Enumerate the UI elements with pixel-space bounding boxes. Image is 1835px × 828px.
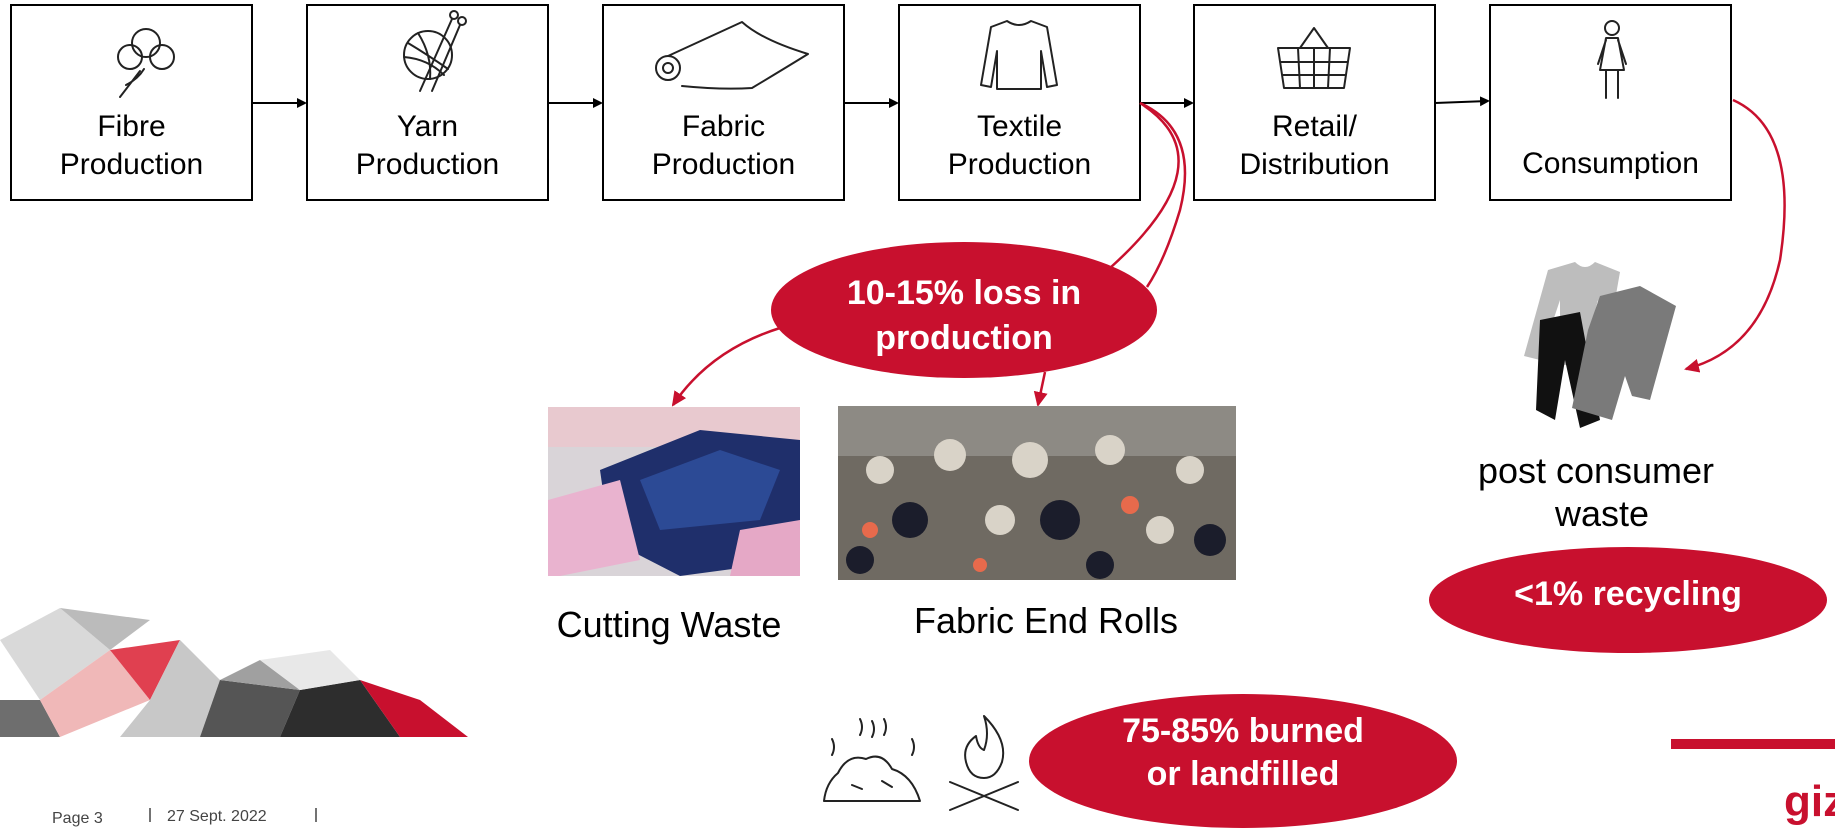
end-rolls-photo <box>838 406 1236 580</box>
stage-label: Fabric <box>682 110 765 143</box>
page-number: Page 3 <box>52 810 103 827</box>
flow-arrow <box>673 328 780 405</box>
recycling-text: <1% recycling <box>1514 575 1742 613</box>
stage-label: Fibre <box>97 110 165 143</box>
stage-label: Textile <box>977 110 1062 143</box>
caption: Fabric End Rolls <box>914 600 1178 641</box>
caption: Cutting Waste <box>557 604 782 645</box>
stage-label: Consumption <box>1522 147 1699 180</box>
stage-label: Retail/ <box>1272 110 1358 143</box>
loss-text: 10-15% loss in <box>847 274 1081 312</box>
flow-arrow <box>1038 372 1045 405</box>
fire-icon <box>950 716 1018 810</box>
stage-label: Production <box>60 148 203 181</box>
clothes-icon <box>1524 262 1676 428</box>
stage-label: Distribution <box>1239 148 1389 181</box>
disposal-text: 75-85% burned <box>1122 712 1364 750</box>
disposal-text: or landfilled <box>1147 755 1340 793</box>
post-consumer-text: waste <box>1554 493 1649 534</box>
page: {"stages": [ {"lines": ["Fibre", "Produc… <box>0 0 1835 828</box>
cutting-waste-photo <box>548 407 800 576</box>
stage-label: Production <box>652 148 795 181</box>
slide: Fibre Production Yarn Production Fabric Produ… <box>0 0 1835 828</box>
loss-text: production <box>875 319 1053 357</box>
decoration <box>0 608 468 737</box>
logo: giz <box>1784 777 1835 826</box>
flow-curve <box>1140 103 1185 287</box>
stage-label: Yarn <box>397 110 458 143</box>
stage-label: Production <box>948 148 1091 181</box>
stage-label: Production <box>356 148 499 181</box>
connector <box>1435 101 1488 103</box>
date: 27 Sept. 2022 <box>167 808 267 825</box>
post-consumer-text: post consumer <box>1478 450 1714 491</box>
logo-bar <box>1671 739 1835 749</box>
landfill-icon <box>824 719 920 801</box>
